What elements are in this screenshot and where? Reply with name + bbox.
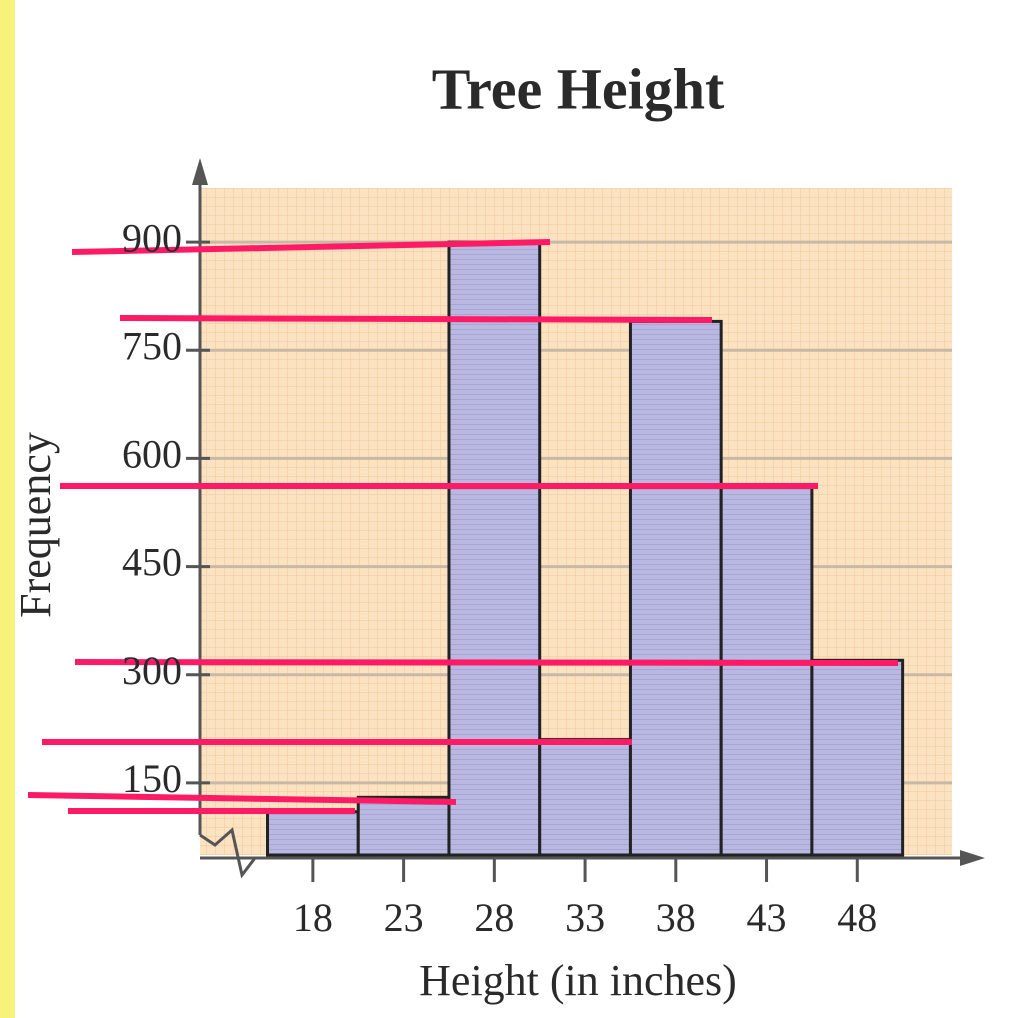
x-axis-label: Height (in inches) [419,956,737,1005]
bar [538,738,632,857]
chart-title: Tree Height [432,56,725,121]
x-tick-label: 23 [384,895,424,940]
x-tick-label: 48 [837,895,877,940]
bar [810,658,905,857]
bars [266,240,905,857]
bar [356,795,451,857]
y-arrow [192,158,208,185]
x-tick-label: 33 [565,895,605,940]
y-tick-label: 300 [122,648,182,693]
axis-break [199,827,265,879]
y-tick-label: 600 [122,432,182,477]
pen-line [119,315,713,323]
left-strip [0,0,15,1018]
bar [719,485,814,857]
bar [628,319,723,857]
pen-line [71,239,551,255]
x-tick-label: 43 [747,895,787,940]
y-tick-label: 900 [122,215,182,260]
bar [447,240,542,857]
pen-line [27,792,457,805]
x-arrow [960,850,985,866]
y-tick-label: 750 [122,323,182,368]
y-axis-label: Frequency [11,432,60,618]
x-tick-label: 18 [293,895,333,940]
annotations [27,239,899,814]
bar [266,810,360,857]
x-tick-label: 38 [656,895,696,940]
y-tick-label: 450 [122,540,182,585]
x-tick-label: 28 [474,895,514,940]
y-tick-label: 150 [122,756,182,801]
pen-line [74,659,899,666]
